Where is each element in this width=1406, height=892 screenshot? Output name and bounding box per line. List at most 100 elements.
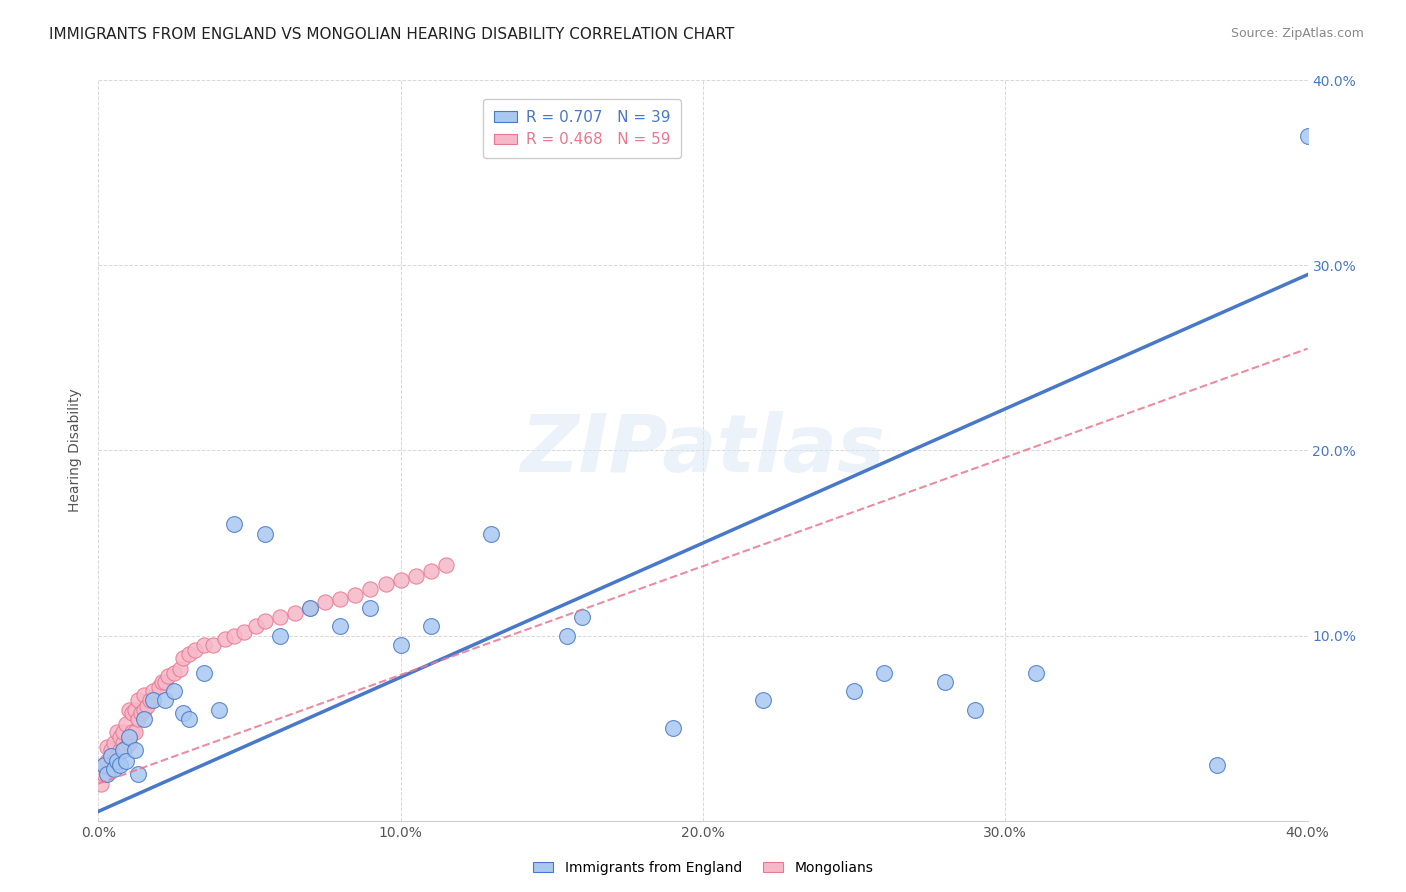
Point bbox=[269, 610, 291, 624]
Point bbox=[269, 628, 291, 642]
Point bbox=[661, 721, 683, 735]
Point bbox=[121, 724, 143, 739]
Point bbox=[132, 712, 155, 726]
Point bbox=[214, 632, 236, 647]
Point bbox=[114, 739, 136, 754]
Point bbox=[253, 526, 276, 541]
Point bbox=[571, 610, 593, 624]
Point bbox=[111, 743, 134, 757]
Text: ZIPatlas: ZIPatlas bbox=[520, 411, 886, 490]
Point bbox=[103, 762, 125, 776]
Point bbox=[100, 762, 122, 776]
Point bbox=[127, 767, 149, 781]
Point bbox=[844, 684, 866, 698]
Point bbox=[127, 712, 149, 726]
Point bbox=[96, 755, 118, 769]
Point bbox=[169, 662, 191, 676]
Point bbox=[253, 614, 276, 628]
Point bbox=[245, 619, 267, 633]
Point bbox=[142, 684, 165, 698]
Point bbox=[329, 591, 352, 606]
Point bbox=[93, 758, 115, 772]
Legend: Immigrants from England, Mongolians: Immigrants from England, Mongolians bbox=[527, 855, 879, 880]
Point bbox=[139, 693, 162, 707]
Point bbox=[124, 703, 146, 717]
Point bbox=[873, 665, 896, 680]
Point bbox=[135, 698, 157, 713]
Point bbox=[208, 703, 231, 717]
Point bbox=[100, 743, 122, 757]
Point bbox=[360, 582, 382, 597]
Point bbox=[481, 526, 503, 541]
Point bbox=[153, 693, 176, 707]
Text: IMMIGRANTS FROM ENGLAND VS MONGOLIAN HEARING DISABILITY CORRELATION CHART: IMMIGRANTS FROM ENGLAND VS MONGOLIAN HEA… bbox=[49, 27, 734, 42]
Point bbox=[153, 674, 176, 689]
Point bbox=[118, 736, 141, 750]
Point bbox=[96, 767, 118, 781]
Point bbox=[344, 588, 367, 602]
Point bbox=[193, 665, 215, 680]
Point bbox=[389, 573, 412, 587]
Point bbox=[93, 758, 115, 772]
Point bbox=[121, 706, 143, 721]
Point bbox=[1296, 128, 1319, 143]
Point bbox=[405, 569, 427, 583]
Point bbox=[111, 724, 134, 739]
Point bbox=[127, 693, 149, 707]
Point bbox=[1024, 665, 1046, 680]
Point bbox=[124, 743, 146, 757]
Point bbox=[118, 731, 141, 745]
Point bbox=[224, 517, 246, 532]
Point bbox=[96, 739, 118, 754]
Point bbox=[314, 595, 336, 609]
Point bbox=[232, 624, 254, 639]
Point bbox=[163, 665, 186, 680]
Point bbox=[108, 743, 131, 757]
Point bbox=[103, 755, 125, 769]
Point bbox=[965, 703, 987, 717]
Point bbox=[555, 628, 578, 642]
Point bbox=[360, 600, 382, 615]
Point bbox=[103, 736, 125, 750]
Y-axis label: Hearing Disability: Hearing Disability bbox=[69, 389, 83, 512]
Point bbox=[105, 755, 128, 769]
Text: Source: ZipAtlas.com: Source: ZipAtlas.com bbox=[1230, 27, 1364, 40]
Point bbox=[434, 558, 457, 573]
Point bbox=[142, 693, 165, 707]
Point bbox=[118, 703, 141, 717]
Point bbox=[93, 767, 115, 781]
Point bbox=[172, 650, 194, 665]
Point bbox=[374, 576, 396, 591]
Point bbox=[132, 688, 155, 702]
Point bbox=[124, 724, 146, 739]
Point bbox=[420, 619, 443, 633]
Point bbox=[752, 693, 775, 707]
Point bbox=[163, 684, 186, 698]
Point bbox=[105, 748, 128, 763]
Point bbox=[100, 748, 122, 763]
Point bbox=[150, 674, 173, 689]
Point bbox=[129, 706, 152, 721]
Point bbox=[299, 600, 322, 615]
Point bbox=[193, 638, 215, 652]
Point bbox=[114, 755, 136, 769]
Point bbox=[179, 647, 201, 661]
Point bbox=[179, 712, 201, 726]
Point bbox=[156, 669, 179, 683]
Point bbox=[284, 607, 307, 621]
Point bbox=[202, 638, 225, 652]
Point bbox=[299, 600, 322, 615]
Point bbox=[108, 758, 131, 772]
Legend: R = 0.707   N = 39, R = 0.468   N = 59: R = 0.707 N = 39, R = 0.468 N = 59 bbox=[484, 99, 681, 158]
Point bbox=[90, 776, 112, 791]
Point bbox=[224, 628, 246, 642]
Point bbox=[111, 736, 134, 750]
Point bbox=[114, 717, 136, 731]
Point bbox=[934, 674, 956, 689]
Point bbox=[132, 703, 155, 717]
Point bbox=[148, 681, 170, 695]
Point bbox=[329, 619, 352, 633]
Point bbox=[105, 724, 128, 739]
Point bbox=[184, 643, 207, 657]
Point bbox=[420, 564, 443, 578]
